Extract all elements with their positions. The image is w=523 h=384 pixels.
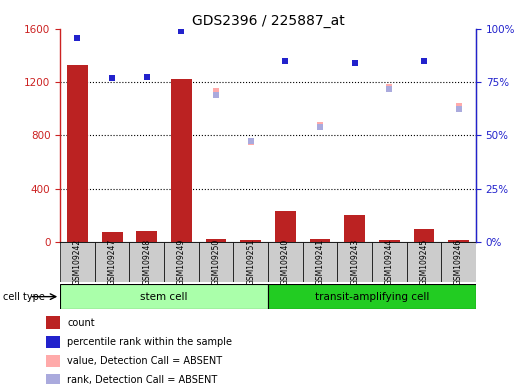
Text: transit-amplifying cell: transit-amplifying cell xyxy=(315,291,429,302)
Bar xyxy=(47,336,60,348)
Text: value, Detection Call = ABSENT: value, Detection Call = ABSENT xyxy=(67,356,222,366)
Bar xyxy=(275,211,295,242)
Bar xyxy=(310,239,331,242)
Bar xyxy=(47,355,60,367)
Text: stem cell: stem cell xyxy=(140,291,188,302)
Bar xyxy=(67,65,88,242)
Bar xyxy=(303,242,337,282)
Text: cell type: cell type xyxy=(3,291,44,302)
Text: GSM109244: GSM109244 xyxy=(385,239,394,285)
Bar xyxy=(268,242,303,282)
Title: GDS2396 / 225887_at: GDS2396 / 225887_at xyxy=(191,14,345,28)
Bar xyxy=(101,232,122,242)
Text: GSM109250: GSM109250 xyxy=(212,239,221,285)
Text: GSM109242: GSM109242 xyxy=(73,239,82,285)
Text: GSM109243: GSM109243 xyxy=(350,239,359,285)
Bar xyxy=(372,242,407,282)
Text: GSM109241: GSM109241 xyxy=(315,239,324,285)
Bar xyxy=(241,240,261,242)
Text: GSM109246: GSM109246 xyxy=(454,239,463,285)
Bar xyxy=(60,242,95,282)
Bar xyxy=(337,242,372,282)
Bar xyxy=(407,242,441,282)
Text: GSM109251: GSM109251 xyxy=(246,239,255,285)
Bar xyxy=(206,239,226,242)
Text: GSM109247: GSM109247 xyxy=(108,239,117,285)
Text: GSM109248: GSM109248 xyxy=(142,239,151,285)
Bar xyxy=(60,284,268,309)
Bar xyxy=(137,231,157,242)
Bar xyxy=(47,374,60,384)
Bar xyxy=(268,284,476,309)
Bar xyxy=(344,215,365,242)
Bar xyxy=(47,316,60,329)
Bar xyxy=(448,240,469,242)
Text: count: count xyxy=(67,318,95,328)
Bar xyxy=(171,79,192,242)
Bar xyxy=(441,242,476,282)
Text: GSM109240: GSM109240 xyxy=(281,239,290,285)
Text: rank, Detection Call = ABSENT: rank, Detection Call = ABSENT xyxy=(67,375,218,384)
Bar xyxy=(95,242,129,282)
Text: percentile rank within the sample: percentile rank within the sample xyxy=(67,337,232,347)
Bar xyxy=(379,240,400,242)
Bar xyxy=(233,242,268,282)
Bar xyxy=(129,242,164,282)
Bar xyxy=(199,242,233,282)
Bar xyxy=(414,228,434,242)
Text: GSM109245: GSM109245 xyxy=(419,239,428,285)
Bar xyxy=(164,242,199,282)
Text: GSM109249: GSM109249 xyxy=(177,239,186,285)
